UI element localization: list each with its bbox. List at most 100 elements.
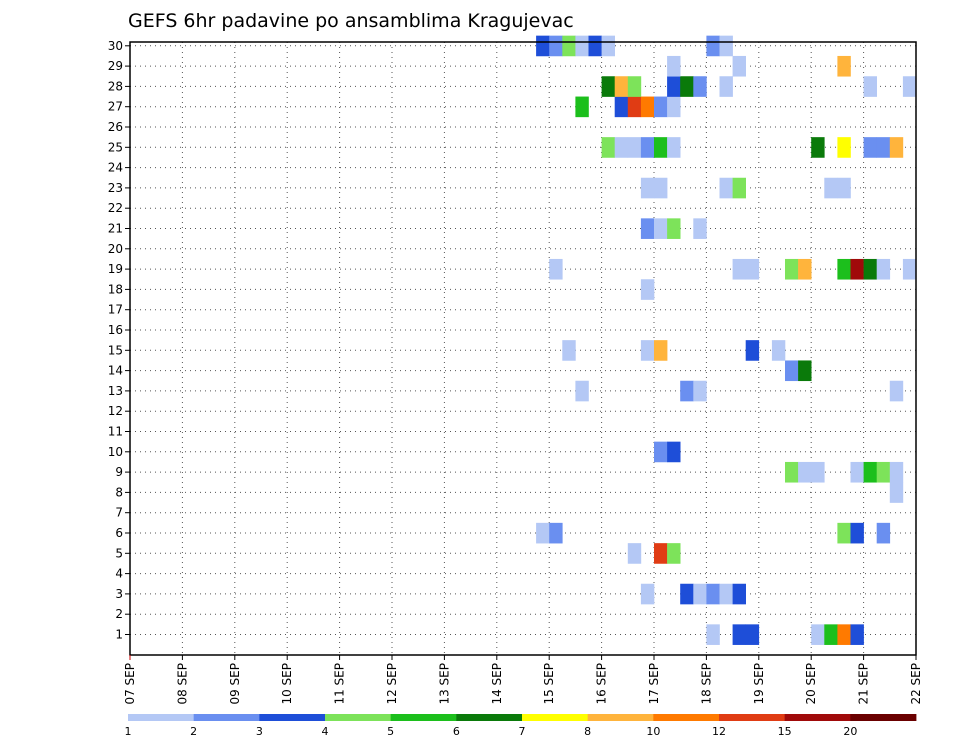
heatmap-cell — [798, 461, 812, 483]
colorbar-label: 5 — [387, 725, 394, 738]
y-tick-label: 9 — [115, 465, 123, 479]
heatmap-cell — [732, 55, 746, 77]
heatmap-cell — [549, 35, 563, 57]
heatmap-cell — [863, 137, 877, 158]
heatmap-cell — [640, 177, 655, 199]
y-tick-label: 25 — [108, 140, 123, 154]
heatmap-cell — [654, 543, 668, 564]
heatmap-cell — [798, 360, 812, 382]
colorbar-label: 7 — [519, 725, 526, 738]
x-tick-label: 12 SEP — [385, 663, 399, 705]
heatmap-cell — [549, 522, 563, 544]
heatmap-cell — [536, 522, 550, 544]
heatmap-cell — [850, 522, 864, 544]
y-tick-label: 8 — [115, 485, 123, 499]
heatmap-cell — [693, 583, 707, 605]
heatmap-cell — [614, 96, 629, 118]
y-tick-label: 28 — [108, 79, 123, 93]
heatmap-cell — [837, 258, 851, 280]
heatmap-cell — [614, 76, 629, 97]
heatmap-cell — [719, 35, 733, 57]
heatmap-cell — [706, 583, 720, 605]
heatmap-cell — [667, 218, 681, 239]
x-tick-label: 09 SEP — [228, 663, 242, 705]
colorbar-label: 10 — [646, 725, 660, 738]
heatmap-cell — [785, 360, 799, 382]
heatmap-cell — [667, 76, 681, 97]
colorbar-label: 2 — [190, 725, 197, 738]
y-tick-label: 15 — [108, 343, 123, 357]
heatmap-cell — [640, 279, 655, 300]
y-tick-label: 1 — [115, 628, 123, 642]
chart-title: GEFS 6hr padavine po ansamblima Kragujev… — [128, 10, 574, 32]
heatmap-cell — [654, 137, 668, 158]
x-tick-label: 20 SEP — [804, 663, 818, 705]
heatmap-cell — [627, 543, 642, 564]
colorbar-swatch — [325, 714, 392, 721]
x-tick-label: 19 SEP — [752, 663, 766, 705]
y-tick-label: 21 — [108, 222, 123, 236]
heatmap-cell — [614, 137, 629, 158]
x-tick-label: 11 SEP — [333, 663, 347, 705]
heatmap-cell — [640, 96, 655, 118]
y-tick-label: 27 — [108, 100, 123, 114]
heatmap-cell — [575, 380, 589, 402]
cells-layer — [536, 35, 917, 645]
heatmap-cell — [824, 177, 838, 199]
colorbar-label: 20 — [843, 725, 857, 738]
heatmap-cell — [575, 96, 589, 118]
colorbar-swatch — [522, 714, 589, 721]
heatmap-cell — [732, 624, 746, 645]
y-tick-label: 2 — [115, 607, 123, 621]
grid-layer — [130, 42, 916, 655]
heatmap-cell — [719, 583, 733, 605]
heatmap-cell — [640, 340, 655, 361]
plot-frame — [129, 41, 917, 656]
heatmap-cell — [850, 624, 864, 645]
x-tick-label: 14 SEP — [490, 663, 504, 705]
y-tick-label: 23 — [108, 181, 123, 195]
y-tick-label: 5 — [115, 546, 123, 560]
heatmap-cell — [601, 137, 615, 158]
heatmap-cell — [745, 258, 760, 280]
heatmap-cell — [575, 35, 589, 57]
heatmap-cell — [876, 461, 891, 483]
colorbar-legend: 1 2 3 4 5 6 7 8 10 12 15 20 — [125, 714, 917, 738]
heatmap-cell — [693, 76, 707, 97]
x-tick-label: 17 SEP — [647, 663, 661, 705]
heatmap-cell — [876, 137, 891, 158]
x-tick-label: 10 SEP — [280, 663, 294, 705]
heatmap-cell — [785, 258, 799, 280]
heatmap-cell — [549, 258, 563, 280]
y-tick-label: 19 — [108, 262, 123, 276]
heatmap-cell — [785, 461, 799, 483]
heatmap-cell — [837, 55, 851, 77]
x-tick-label: 08 SEP — [175, 663, 189, 705]
colorbar-swatch — [784, 714, 851, 721]
heatmap-cell — [889, 380, 904, 402]
colorbar-swatch — [456, 714, 523, 721]
heatmap-cell — [902, 76, 917, 97]
heatmap-cell — [837, 624, 851, 645]
heatmap-cell — [640, 583, 655, 605]
heatmap-cell — [889, 461, 904, 483]
heatmap-cell — [667, 441, 681, 463]
x-tick-label: 15 SEP — [542, 663, 556, 705]
heatmap-cell — [667, 137, 681, 158]
heatmap-cell — [706, 624, 720, 645]
heatmap-cell — [863, 461, 877, 483]
y-axis-ticks: 1234567891011121314151617181920212223242… — [108, 39, 130, 642]
heatmap-cell — [745, 624, 760, 645]
y-tick-label: 12 — [108, 404, 123, 418]
heatmap-cell — [732, 583, 746, 605]
heatmap-cell — [654, 340, 668, 361]
x-tick-label: 22 SEP — [909, 663, 923, 705]
heatmap-cell — [889, 137, 904, 158]
heatmap-cell — [719, 76, 733, 97]
heatmap-cell — [889, 482, 904, 503]
y-tick-label: 7 — [115, 506, 123, 520]
heatmap-cell — [732, 258, 746, 280]
y-tick-label: 13 — [108, 384, 123, 398]
heatmap-cell — [562, 340, 576, 361]
heatmap-cell — [601, 76, 615, 97]
